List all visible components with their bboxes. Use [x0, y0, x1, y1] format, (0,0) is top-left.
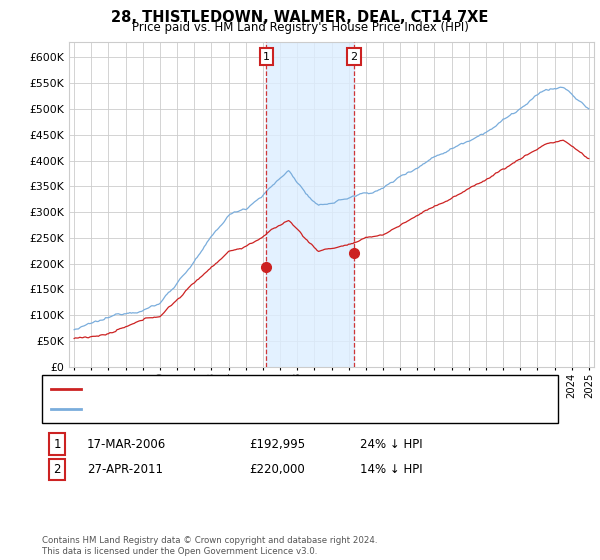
Text: HPI: Average price, detached house, Dover: HPI: Average price, detached house, Dove… — [87, 404, 322, 414]
Text: 1: 1 — [53, 437, 61, 451]
Text: 2: 2 — [53, 463, 61, 476]
Text: Price paid vs. HM Land Registry's House Price Index (HPI): Price paid vs. HM Land Registry's House … — [131, 21, 469, 34]
Text: 28, THISTLEDOWN, WALMER, DEAL, CT14 7XE: 28, THISTLEDOWN, WALMER, DEAL, CT14 7XE — [112, 10, 488, 25]
Text: 28, THISTLEDOWN, WALMER, DEAL, CT14 7XE (detached house): 28, THISTLEDOWN, WALMER, DEAL, CT14 7XE … — [87, 384, 438, 394]
Text: 27-APR-2011: 27-APR-2011 — [87, 463, 163, 476]
Text: Contains HM Land Registry data © Crown copyright and database right 2024.
This d: Contains HM Land Registry data © Crown c… — [42, 536, 377, 556]
Text: 24% ↓ HPI: 24% ↓ HPI — [360, 437, 422, 451]
Text: 1: 1 — [263, 52, 270, 62]
Bar — [266, 42, 354, 367]
Text: 14% ↓ HPI: 14% ↓ HPI — [360, 463, 422, 476]
Text: 17-MAR-2006: 17-MAR-2006 — [87, 437, 166, 451]
Text: 2: 2 — [350, 52, 358, 62]
Text: £192,995: £192,995 — [249, 437, 305, 451]
Text: £220,000: £220,000 — [249, 463, 305, 476]
